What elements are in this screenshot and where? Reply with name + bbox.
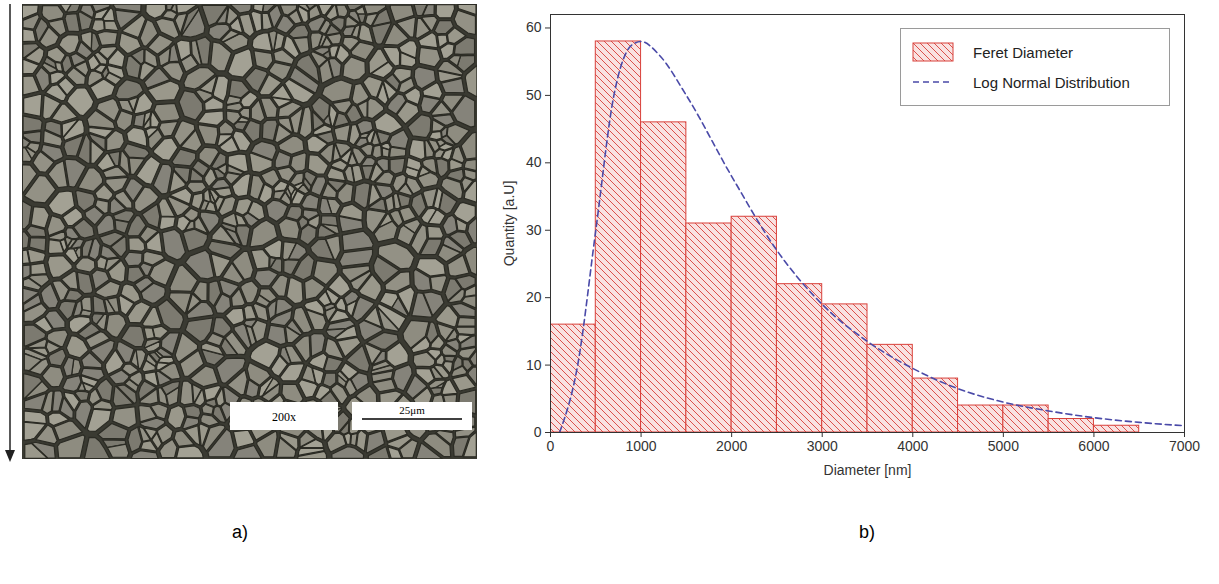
svg-text:50: 50	[526, 87, 542, 103]
svg-text:4000: 4000	[897, 438, 928, 454]
html-text:Feret Diameter: Feret Diameter	[973, 43, 1073, 61]
html-text:a): a)	[232, 522, 248, 542]
html-text:b): b)	[859, 522, 875, 542]
svg-text:Diameter [nm]: Diameter [nm]	[824, 462, 912, 478]
svg-text:0: 0	[547, 438, 555, 454]
svg-text:60: 60	[526, 19, 542, 35]
svg-text:20: 20	[526, 289, 542, 305]
svg-text:7000: 7000	[1169, 438, 1200, 454]
svg-text:Quantity [a.U]: Quantity [a.U]	[501, 181, 517, 267]
svg-text:30: 30	[526, 222, 542, 238]
svg-text:6000: 6000	[1078, 438, 1109, 454]
svg-text:200x: 200x	[272, 410, 296, 424]
svg-text:2000: 2000	[716, 438, 747, 454]
svg-text:3000: 3000	[807, 438, 838, 454]
svg-text:25μm: 25μm	[399, 404, 425, 416]
svg-text:0: 0	[534, 424, 542, 440]
html-text:Log Normal Distribution: Log Normal Distribution	[973, 73, 1130, 91]
svg-text:1000: 1000	[625, 438, 656, 454]
svg-text:10: 10	[526, 357, 542, 373]
svg-text:5000: 5000	[988, 438, 1019, 454]
svg-text:40: 40	[526, 154, 542, 170]
